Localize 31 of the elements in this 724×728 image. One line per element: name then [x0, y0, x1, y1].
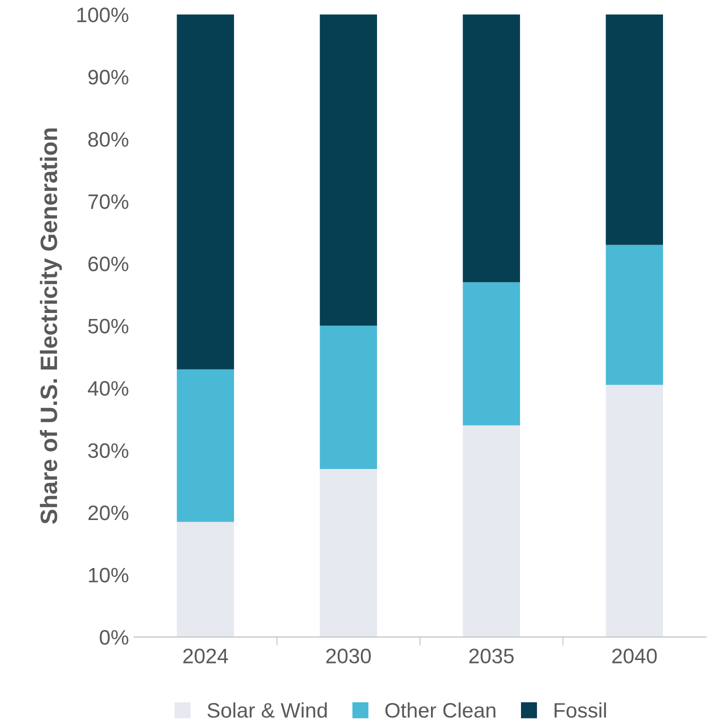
bar	[320, 468, 378, 637]
bar	[320, 326, 378, 469]
y-tick-label: 20%	[88, 506, 128, 520]
bar	[320, 14, 378, 326]
y-tick-label: 80%	[88, 132, 128, 147]
bar	[462, 282, 520, 426]
bar	[176, 522, 234, 637]
x-tick-label: 2035	[469, 648, 514, 664]
y-tick-label: 50%	[88, 318, 128, 334]
x-tick-label: 2030	[326, 648, 371, 664]
x-tick-label: 2040	[612, 648, 657, 664]
bar	[606, 384, 664, 637]
legend-label: Solar & Wind	[208, 702, 327, 718]
y-tick-label: 60%	[88, 256, 128, 272]
bar	[462, 425, 520, 637]
bar	[606, 14, 664, 245]
legend-label: Other Clean	[385, 702, 496, 718]
y-tick-label: 100%	[77, 8, 128, 22]
y-tick-label: 10%	[88, 568, 128, 583]
bar	[176, 14, 234, 370]
legend-label: Fossil	[554, 702, 606, 718]
bar	[462, 14, 520, 282]
x-tick-label: 2024	[183, 648, 228, 664]
y-axis-title: Share of U.S. Electricity Generation	[40, 128, 62, 524]
y-tick-label: 90%	[88, 70, 128, 85]
bar	[176, 369, 234, 522]
y-tick-label: 70%	[88, 194, 128, 210]
y-tick-label: 0%	[100, 630, 128, 645]
bar	[606, 244, 664, 385]
y-tick-label: 40%	[88, 381, 128, 396]
y-tick-label: 30%	[88, 443, 128, 458]
